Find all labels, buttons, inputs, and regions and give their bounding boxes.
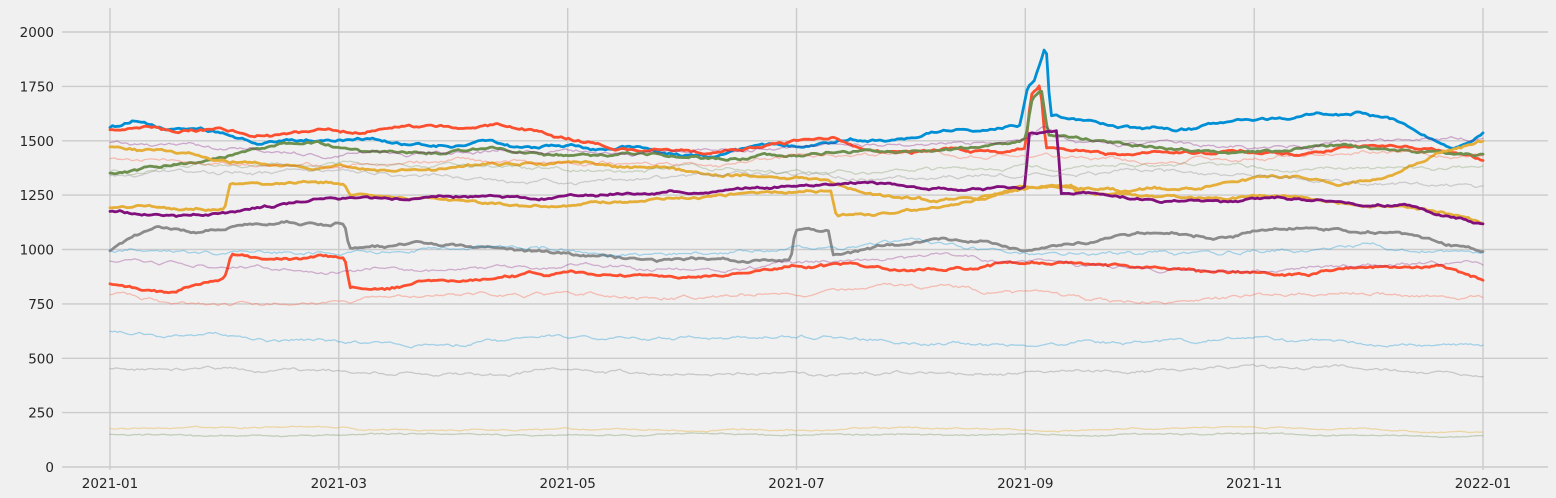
series-line-bold-blue — [108, 48, 1485, 159]
series-line-faded-green-high — [109, 160, 1484, 176]
x-tick-label: 2021-09 — [997, 476, 1053, 492]
series-line-faded-gray-low — [109, 363, 1484, 378]
series-line-bold-purple — [108, 129, 1485, 226]
y-tick-label: 1000 — [20, 243, 54, 259]
x-tick-label: 2021-03 — [311, 476, 367, 492]
series-line-bold-gray — [108, 219, 1485, 264]
series-line-faded-red-low — [109, 282, 1484, 307]
series-line-faded-purple-mid — [109, 252, 1484, 276]
y-tick-label: 500 — [28, 351, 54, 367]
y-tick-label: 250 — [28, 406, 54, 422]
x-tick-label: 2021-05 — [539, 476, 595, 492]
series-line-faded-purple-high — [109, 125, 1484, 160]
series-line-faded-blue-low — [109, 330, 1484, 349]
plot-area — [62, 8, 1548, 470]
y-tick-label: 750 — [28, 297, 54, 313]
series-line-bold-green — [108, 90, 1485, 176]
y-tick-label: 1500 — [20, 134, 54, 150]
series-line-faded-blue-mid — [109, 237, 1484, 258]
series-line-bold-gold-high — [108, 139, 1485, 204]
y-tick-label: 0 — [45, 460, 54, 476]
series-line-bold-red-low — [108, 252, 1485, 295]
series-line-faded-gold-low — [109, 425, 1484, 434]
y-tick-label: 2000 — [20, 25, 54, 41]
x-tick-label: 2022-01 — [1455, 476, 1511, 492]
x-tick-label: 2021-07 — [768, 476, 824, 492]
series-line-faded-red-high — [109, 149, 1484, 170]
x-tick-label: 2021-01 — [82, 476, 138, 492]
x-tick-label: 2021-11 — [1226, 476, 1282, 492]
series-line-faded-green-low — [109, 432, 1484, 439]
y-tick-label: 1250 — [20, 188, 54, 204]
series-line-bold-gold-mid — [108, 179, 1485, 226]
series-line-faded-gray-high — [109, 167, 1484, 189]
y-tick-label: 1750 — [20, 79, 54, 95]
